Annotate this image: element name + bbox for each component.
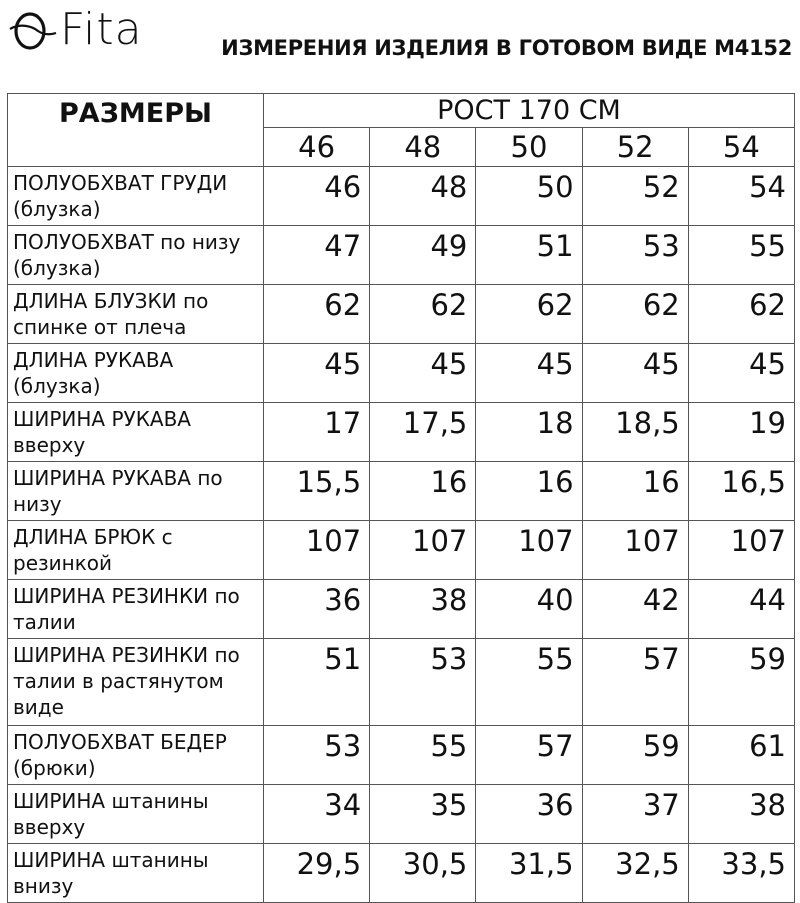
measurement-value: 62 <box>262 284 371 344</box>
measurement-value: 59 <box>687 638 796 726</box>
measurement-value: 107 <box>369 520 477 580</box>
measurement-value: 50 <box>475 166 583 226</box>
height-header: РОСТ 170 СМ <box>263 93 795 128</box>
measurement-value: 16 <box>475 461 583 521</box>
measurement-value: 36 <box>262 579 371 639</box>
measurement-value: 32,5 <box>581 843 689 903</box>
measurement-value: 57 <box>581 638 689 726</box>
measurement-value: 53 <box>369 638 477 726</box>
measurement-value: 107 <box>581 520 689 580</box>
measurement-label: ШИРИНА штанины внизу <box>7 843 264 903</box>
measurement-value: 57 <box>475 725 583 785</box>
measurement-label: ПОЛУОБХВАТ БЕДЕР (брюки) <box>7 725 264 785</box>
measurement-value: 19 <box>687 402 796 462</box>
measurement-label: ШИРИНА РУКАВА по низу <box>7 461 264 521</box>
measurement-label: ПОЛУОБХВАТ по низу (блузка) <box>7 225 264 285</box>
table-row: ПОЛУОБХВАТ по низу (блузка) 47 49 51 53 55 <box>7 225 796 285</box>
measurement-value: 46 <box>262 166 371 226</box>
measurement-label: ДЛИНА БРЮК с резинкой <box>7 520 264 580</box>
measurement-value: 49 <box>369 225 477 285</box>
measurement-value: 17 <box>262 402 371 462</box>
measurement-value: 62 <box>581 284 689 344</box>
measurement-value: 34 <box>262 784 371 844</box>
page-title: ИЗМЕРЕНИЯ ИЗДЕЛИЯ В ГОТОВОМ ВИДЕ М4152 <box>221 36 792 60</box>
measurement-value: 18,5 <box>581 402 689 462</box>
measurement-value: 35 <box>369 784 477 844</box>
measurement-value: 16 <box>581 461 689 521</box>
size-header-cell: 46 <box>262 127 371 167</box>
table-row: ШИРИНА РУКАВА вверху 17 17,5 18 18,5 19 <box>7 402 796 462</box>
table-row: ДЛИНА БРЮК с резинкой 107 107 107 107 107 <box>7 520 796 580</box>
table-row: ШИРИНА РУКАВА по низу 15,5 16 16 16 16,5 <box>7 461 796 521</box>
measurement-value: 30,5 <box>369 843 477 903</box>
measurement-value: 54 <box>687 166 796 226</box>
measurement-value: 16,5 <box>687 461 796 521</box>
measurement-label: ШИРИНА РЕЗИНКИ по талии <box>7 579 264 639</box>
measurement-value: 45 <box>475 343 583 403</box>
measurement-value: 36 <box>475 784 583 844</box>
size-header-cell: 54 <box>687 127 796 167</box>
measurement-value: 51 <box>475 225 583 285</box>
measurement-value: 37 <box>581 784 689 844</box>
size-header-row: 46 48 50 52 54 <box>8 127 796 167</box>
fita-logo-icon <box>9 12 57 50</box>
measurement-label: ПОЛУОБХВАТ ГРУДИ (блузка) <box>7 166 264 226</box>
table-row: ШИРИНА РЕЗИНКИ по талии в растянутом вид… <box>7 638 796 726</box>
measurement-value: 33,5 <box>687 843 796 903</box>
brand-logo: Fita <box>6 4 166 56</box>
measurement-value: 62 <box>475 284 583 344</box>
size-header-cell: 48 <box>369 127 477 167</box>
measurement-value: 45 <box>687 343 796 403</box>
measurement-value: 38 <box>369 579 477 639</box>
size-table: РАЗМЕРЫ РОСТ 170 СМ 46 48 50 52 54 ПОЛУОБХВА… <box>7 93 796 903</box>
measurement-value: 53 <box>581 225 689 285</box>
measurement-value: 53 <box>262 725 371 785</box>
measurement-value: 47 <box>262 225 371 285</box>
table-row: ПОЛУОБХВАТ ГРУДИ (блузка) 46 48 50 52 54 <box>7 166 796 226</box>
measurement-value: 55 <box>687 225 796 285</box>
measurement-value: 59 <box>581 725 689 785</box>
table-row: ШИРИНА штанины внизу 29,5 30,5 31,5 32,5 33,5 <box>7 843 796 903</box>
measurement-value: 44 <box>687 579 796 639</box>
measurement-value: 48 <box>369 166 477 226</box>
measurement-value: 18 <box>475 402 583 462</box>
measurement-label: ШИРИНА штанины вверху <box>7 784 264 844</box>
sizes-header: РАЗМЕРЫ <box>7 93 264 167</box>
measurement-value: 38 <box>687 784 796 844</box>
measurement-value: 45 <box>581 343 689 403</box>
measurement-value: 107 <box>262 520 371 580</box>
measurement-value: 107 <box>475 520 583 580</box>
table-row: ШИРИНА штанины вверху 34 35 36 37 38 <box>7 784 796 844</box>
measurement-value: 55 <box>369 725 477 785</box>
measurement-value: 16 <box>369 461 477 521</box>
measurement-value: 107 <box>687 520 796 580</box>
measurement-value: 62 <box>369 284 477 344</box>
measurement-value: 45 <box>369 343 477 403</box>
measurement-label: ДЛИНА БЛУЗКИ по спинке от плеча <box>7 284 264 344</box>
measurement-value: 51 <box>262 638 371 726</box>
measurement-value: 29,5 <box>262 843 371 903</box>
table-row: ШИРИНА РЕЗИНКИ по талии 36 38 40 42 44 <box>7 579 796 639</box>
table-row: ДЛИНА РУКАВА (блузка) 45 45 45 45 45 <box>7 343 796 403</box>
size-header-cell: 52 <box>581 127 689 167</box>
measurement-value: 55 <box>475 638 583 726</box>
measurement-label: ШИРИНА РЕЗИНКИ по талии в растянутом вид… <box>7 638 264 726</box>
size-header-cell: 50 <box>475 127 583 167</box>
measurement-value: 15,5 <box>262 461 371 521</box>
logo-text: Fita <box>60 4 143 55</box>
measurement-value: 52 <box>581 166 689 226</box>
measurement-label: ДЛИНА РУКАВА (блузка) <box>7 343 264 403</box>
measurement-value: 40 <box>475 579 583 639</box>
table-row: ПОЛУОБХВАТ БЕДЕР (брюки) 53 55 57 59 61 <box>7 725 796 785</box>
measurement-value: 17,5 <box>369 402 477 462</box>
measurement-value: 42 <box>581 579 689 639</box>
measurement-value: 45 <box>262 343 371 403</box>
measurement-label: ШИРИНА РУКАВА вверху <box>7 402 264 462</box>
table-row: ДЛИНА БЛУЗКИ по спинке от плеча 62 62 62 62 6… <box>7 284 796 344</box>
measurement-value: 62 <box>687 284 796 344</box>
measurement-value: 31,5 <box>475 843 583 903</box>
measurement-value: 61 <box>687 725 796 785</box>
